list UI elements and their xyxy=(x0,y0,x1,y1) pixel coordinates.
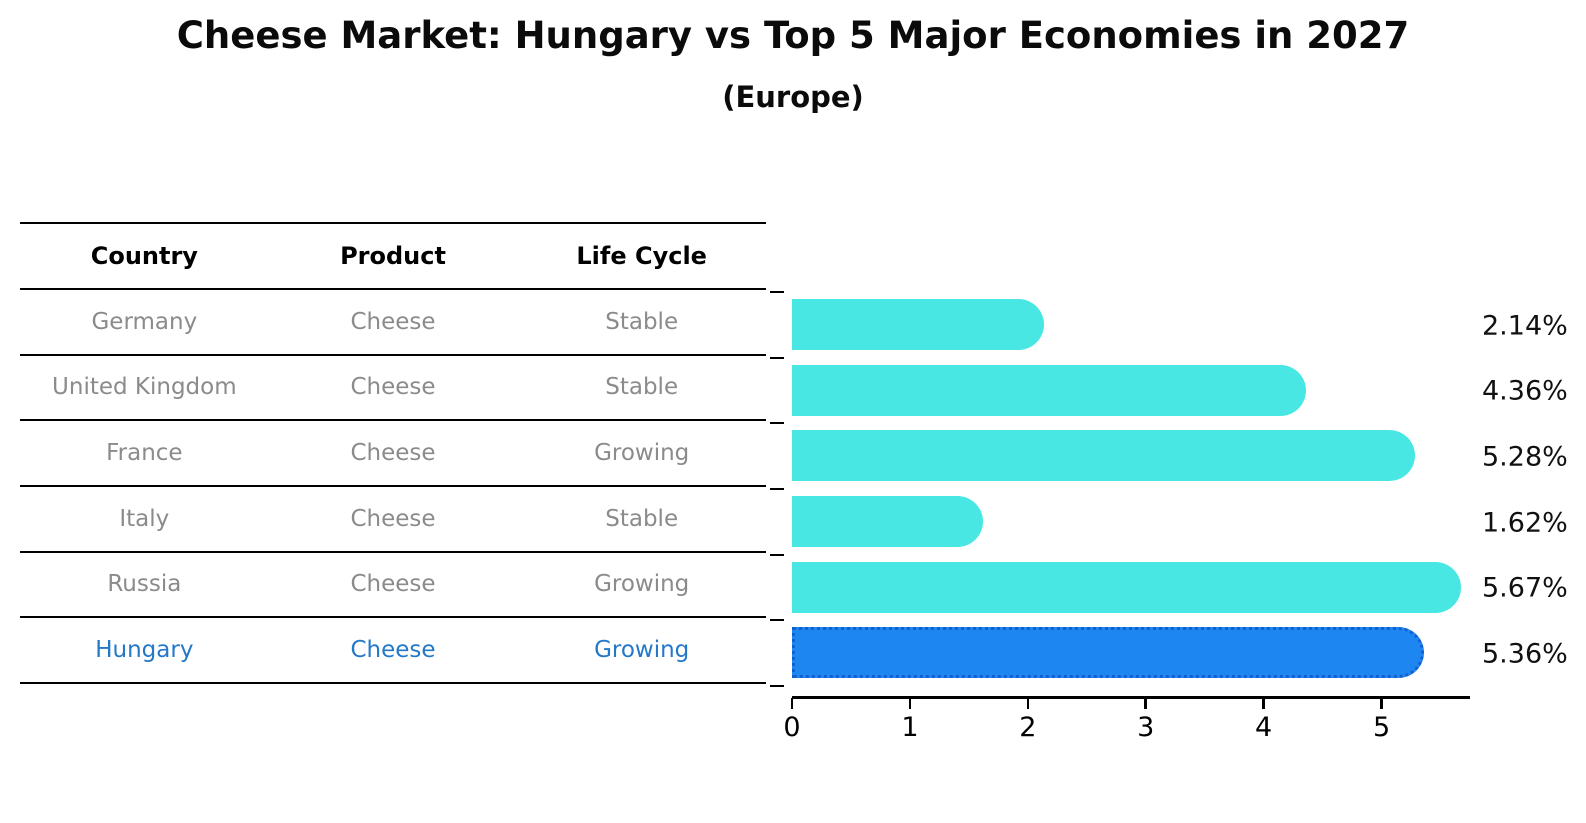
x-axis-tick-label: 4 xyxy=(1255,712,1273,743)
table-cell-country: France xyxy=(106,440,183,467)
bar-value-label: 5.28% xyxy=(1482,441,1568,473)
table-cell-product: Cheese xyxy=(350,308,436,335)
bar-italy xyxy=(792,495,984,547)
bar-value-label: 4.36% xyxy=(1482,375,1568,407)
column-header-country: Country xyxy=(90,242,198,270)
table-cell-life-cycle: Growing xyxy=(594,637,690,664)
x-axis-tick xyxy=(1144,698,1147,709)
y-axis-tick xyxy=(770,356,784,359)
table-cell-product: Cheese xyxy=(350,637,436,664)
column-header-product: Product xyxy=(340,242,446,270)
bar-value-label: 2.14% xyxy=(1482,310,1568,342)
bar-germany xyxy=(792,299,1045,350)
x-axis-tick xyxy=(908,698,912,709)
bar-hungary xyxy=(792,627,1424,679)
bar-france xyxy=(792,430,1415,482)
table-cell-life-cycle: Growing xyxy=(594,571,690,598)
x-axis-tick-label: 0 xyxy=(783,712,801,743)
x-axis-line xyxy=(792,696,1470,699)
x-axis-tick-label: 1 xyxy=(901,712,919,743)
x-axis-tick xyxy=(1262,698,1265,709)
table-cell-country: Germany xyxy=(91,308,198,335)
y-axis-tick xyxy=(770,291,784,293)
bar-value-label: 1.62% xyxy=(1482,507,1568,539)
table-cell-product: Cheese xyxy=(350,440,436,467)
table-cell-country: Russia xyxy=(107,571,182,598)
table-cell-life-cycle: Stable xyxy=(605,374,679,401)
table-cell-life-cycle: Stable xyxy=(605,505,679,532)
y-axis-tick xyxy=(770,619,784,622)
table-cell-country: Hungary xyxy=(95,637,194,664)
x-axis-tick-label: 3 xyxy=(1137,712,1155,743)
table-row: Hungary Cheese Growing xyxy=(20,618,766,684)
bar-chart: 0 1 2 3 4 5 xyxy=(770,291,1470,743)
y-axis-tick xyxy=(770,487,784,490)
table-cell-life-cycle: Growing xyxy=(594,440,690,467)
x-axis-tick xyxy=(790,698,794,709)
bar-united-kingdom xyxy=(792,364,1307,416)
x-axis-tick xyxy=(1026,698,1030,709)
table-row: United Kingdom Cheese Stable xyxy=(20,356,766,422)
x-axis-tick-label: 2 xyxy=(1019,712,1037,743)
table-cell-country: United Kingdom xyxy=(52,374,237,401)
y-axis-tick xyxy=(770,684,784,687)
y-axis-tick xyxy=(770,422,784,425)
table-cell-country: Italy xyxy=(119,505,170,532)
table-cell-life-cycle: Stable xyxy=(605,308,679,335)
x-axis-tick-label: 5 xyxy=(1372,712,1391,743)
table-cell-product: Cheese xyxy=(350,505,436,532)
table-row: Russia Cheese Growing xyxy=(20,553,766,619)
column-header-life-cycle: Life Cycle xyxy=(576,242,707,270)
bar-russia xyxy=(792,561,1461,613)
table-cell-product: Cheese xyxy=(350,374,436,401)
comparison-table: Country Product Life Cycle Germany Cheese… xyxy=(20,222,766,684)
table-cell-product: Cheese xyxy=(350,571,436,598)
bar-value-label: 5.67% xyxy=(1482,572,1568,604)
table-header-row: Country Product Life Cycle xyxy=(20,222,766,290)
bar-value-label: 5.36% xyxy=(1482,638,1568,670)
table-row: Italy Cheese Stable xyxy=(20,487,766,553)
page-title: Cheese Market: Hungary vs Top 5 Major Ec… xyxy=(176,14,1410,57)
x-axis-tick xyxy=(1380,698,1383,709)
table-body: Germany Cheese Stable United Kingdom Cheese S… xyxy=(20,290,766,684)
y-axis-tick xyxy=(770,553,784,556)
page-subtitle: (Europe) xyxy=(722,80,864,114)
table-row: Germany Cheese Stable xyxy=(20,290,766,356)
table-row: France Cheese Growing xyxy=(20,421,766,487)
